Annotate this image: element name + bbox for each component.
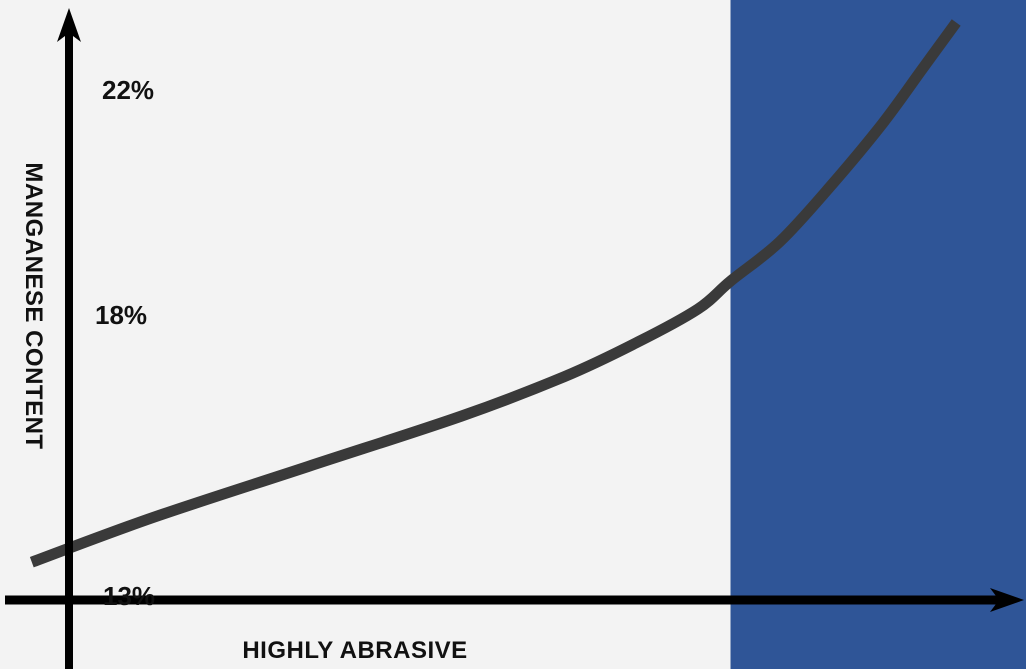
y-tick-label: 18%: [95, 300, 147, 330]
y-tick-label: 22%: [102, 75, 154, 105]
x-axis-title: HIGHLY ABRASIVE: [242, 637, 467, 664]
y-axis-arrow-icon: [57, 8, 81, 42]
series-curve: [29, 19, 961, 568]
y-tick-labels: 13% 18% 22%: [95, 75, 155, 611]
y-tick-label: 13%: [103, 581, 155, 611]
x-axis-arrow-icon: [990, 588, 1024, 612]
y-axis-title: MANGANESE CONTENT: [20, 162, 47, 449]
highlight-region: [730, 0, 1026, 669]
